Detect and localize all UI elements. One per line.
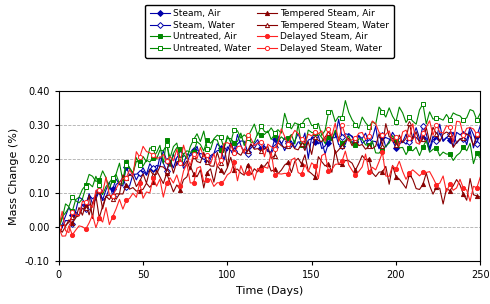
Delayed Steam, Water xyxy=(66,231,72,234)
Steam, Air xyxy=(336,143,342,146)
Tempered Steam, Air xyxy=(86,213,92,217)
Steam, Air xyxy=(437,123,442,126)
Tempered Steam, Air xyxy=(319,160,325,164)
Steam, Water xyxy=(56,226,62,229)
Line: Tempered Steam, Water: Tempered Steam, Water xyxy=(57,121,482,230)
Tempered Steam, Water xyxy=(164,169,170,173)
Delayed Steam, Air xyxy=(339,160,345,163)
Tempered Steam, Air xyxy=(477,195,483,199)
Untreated, Air xyxy=(339,142,345,145)
Steam, Air xyxy=(255,138,261,141)
Tempered Steam, Water xyxy=(316,139,321,142)
Tempered Steam, Water xyxy=(83,206,89,210)
Tempered Steam, Air xyxy=(332,148,338,152)
Tempered Steam, Water xyxy=(407,121,413,125)
Steam, Air xyxy=(83,202,89,206)
Steam, Water xyxy=(477,130,483,133)
Untreated, Air xyxy=(83,183,89,187)
Steam, Air xyxy=(305,157,311,160)
Steam, Air xyxy=(477,124,483,128)
Untreated, Water xyxy=(255,133,261,137)
Tempered Steam, Water xyxy=(305,140,311,143)
Delayed Steam, Air xyxy=(167,176,173,180)
Delayed Steam, Air xyxy=(56,226,62,229)
Tempered Steam, Air xyxy=(56,226,62,229)
Delayed Steam, Water xyxy=(477,133,483,137)
Delayed Steam, Water xyxy=(309,134,315,138)
Untreated, Water xyxy=(336,115,342,118)
Line: Delayed Steam, Air: Delayed Steam, Air xyxy=(57,149,482,238)
Untreated, Air xyxy=(164,138,170,141)
Steam, Water xyxy=(339,135,345,139)
Untreated, Water xyxy=(56,226,62,229)
Tempered Steam, Air xyxy=(258,164,264,168)
Untreated, Air xyxy=(255,131,261,135)
Untreated, Air xyxy=(309,131,315,134)
Delayed Steam, Air xyxy=(319,154,325,157)
Untreated, Air xyxy=(319,136,325,140)
Line: Untreated, Air: Untreated, Air xyxy=(57,122,482,230)
Steam, Air xyxy=(56,226,62,229)
Tempered Steam, Air xyxy=(343,159,348,162)
Steam, Water xyxy=(255,141,261,145)
Untreated, Water xyxy=(316,122,321,125)
Delayed Steam, Water xyxy=(258,140,264,143)
Tempered Steam, Water xyxy=(336,148,342,152)
Delayed Steam, Water xyxy=(56,226,62,229)
Untreated, Air xyxy=(477,156,483,160)
Untreated, Water xyxy=(305,116,311,120)
Untreated, Water xyxy=(477,112,483,115)
Legend: Steam, Air, Steam, Water, Untreated, Air, Untreated, Water, Tempered Steam, Air,: Steam, Air, Steam, Water, Untreated, Air… xyxy=(146,5,393,58)
Steam, Air xyxy=(164,159,170,163)
Delayed Steam, Air xyxy=(343,149,348,153)
Tempered Steam, Air xyxy=(309,172,315,175)
Untreated, Air xyxy=(295,122,301,126)
Delayed Steam, Water xyxy=(427,119,433,123)
Steam, Air xyxy=(316,142,321,146)
Tempered Steam, Water xyxy=(255,147,261,150)
Untreated, Water xyxy=(164,143,170,147)
Delayed Steam, Water xyxy=(167,155,173,158)
Tempered Steam, Water xyxy=(477,132,483,135)
Delayed Steam, Air xyxy=(309,161,315,165)
Tempered Steam, Air xyxy=(59,230,65,234)
Untreated, Water xyxy=(343,99,348,102)
Delayed Steam, Air xyxy=(59,234,65,238)
Delayed Steam, Air xyxy=(477,175,483,179)
Untreated, Air xyxy=(56,226,62,229)
Untreated, Water xyxy=(83,186,89,189)
Steam, Water xyxy=(316,134,321,137)
Steam, Water xyxy=(83,208,89,211)
Tempered Steam, Air xyxy=(167,181,173,185)
Delayed Steam, Water xyxy=(86,203,92,207)
Y-axis label: Mass Change (%): Mass Change (%) xyxy=(9,128,19,225)
Line: Steam, Air: Steam, Air xyxy=(57,122,482,230)
Delayed Steam, Water xyxy=(339,123,345,127)
Steam, Water xyxy=(164,169,170,173)
Steam, Water xyxy=(336,117,342,121)
Line: Delayed Steam, Water: Delayed Steam, Water xyxy=(57,119,482,235)
Tempered Steam, Water xyxy=(56,226,62,229)
Delayed Steam, Air xyxy=(258,168,264,171)
Line: Untreated, Water: Untreated, Water xyxy=(57,98,482,230)
Steam, Water xyxy=(305,138,311,142)
Delayed Steam, Water xyxy=(319,129,325,133)
Delayed Steam, Air xyxy=(86,221,92,225)
Line: Steam, Water: Steam, Water xyxy=(57,117,482,230)
Line: Tempered Steam, Air: Tempered Steam, Air xyxy=(57,148,482,234)
X-axis label: Time (Days): Time (Days) xyxy=(236,286,303,296)
